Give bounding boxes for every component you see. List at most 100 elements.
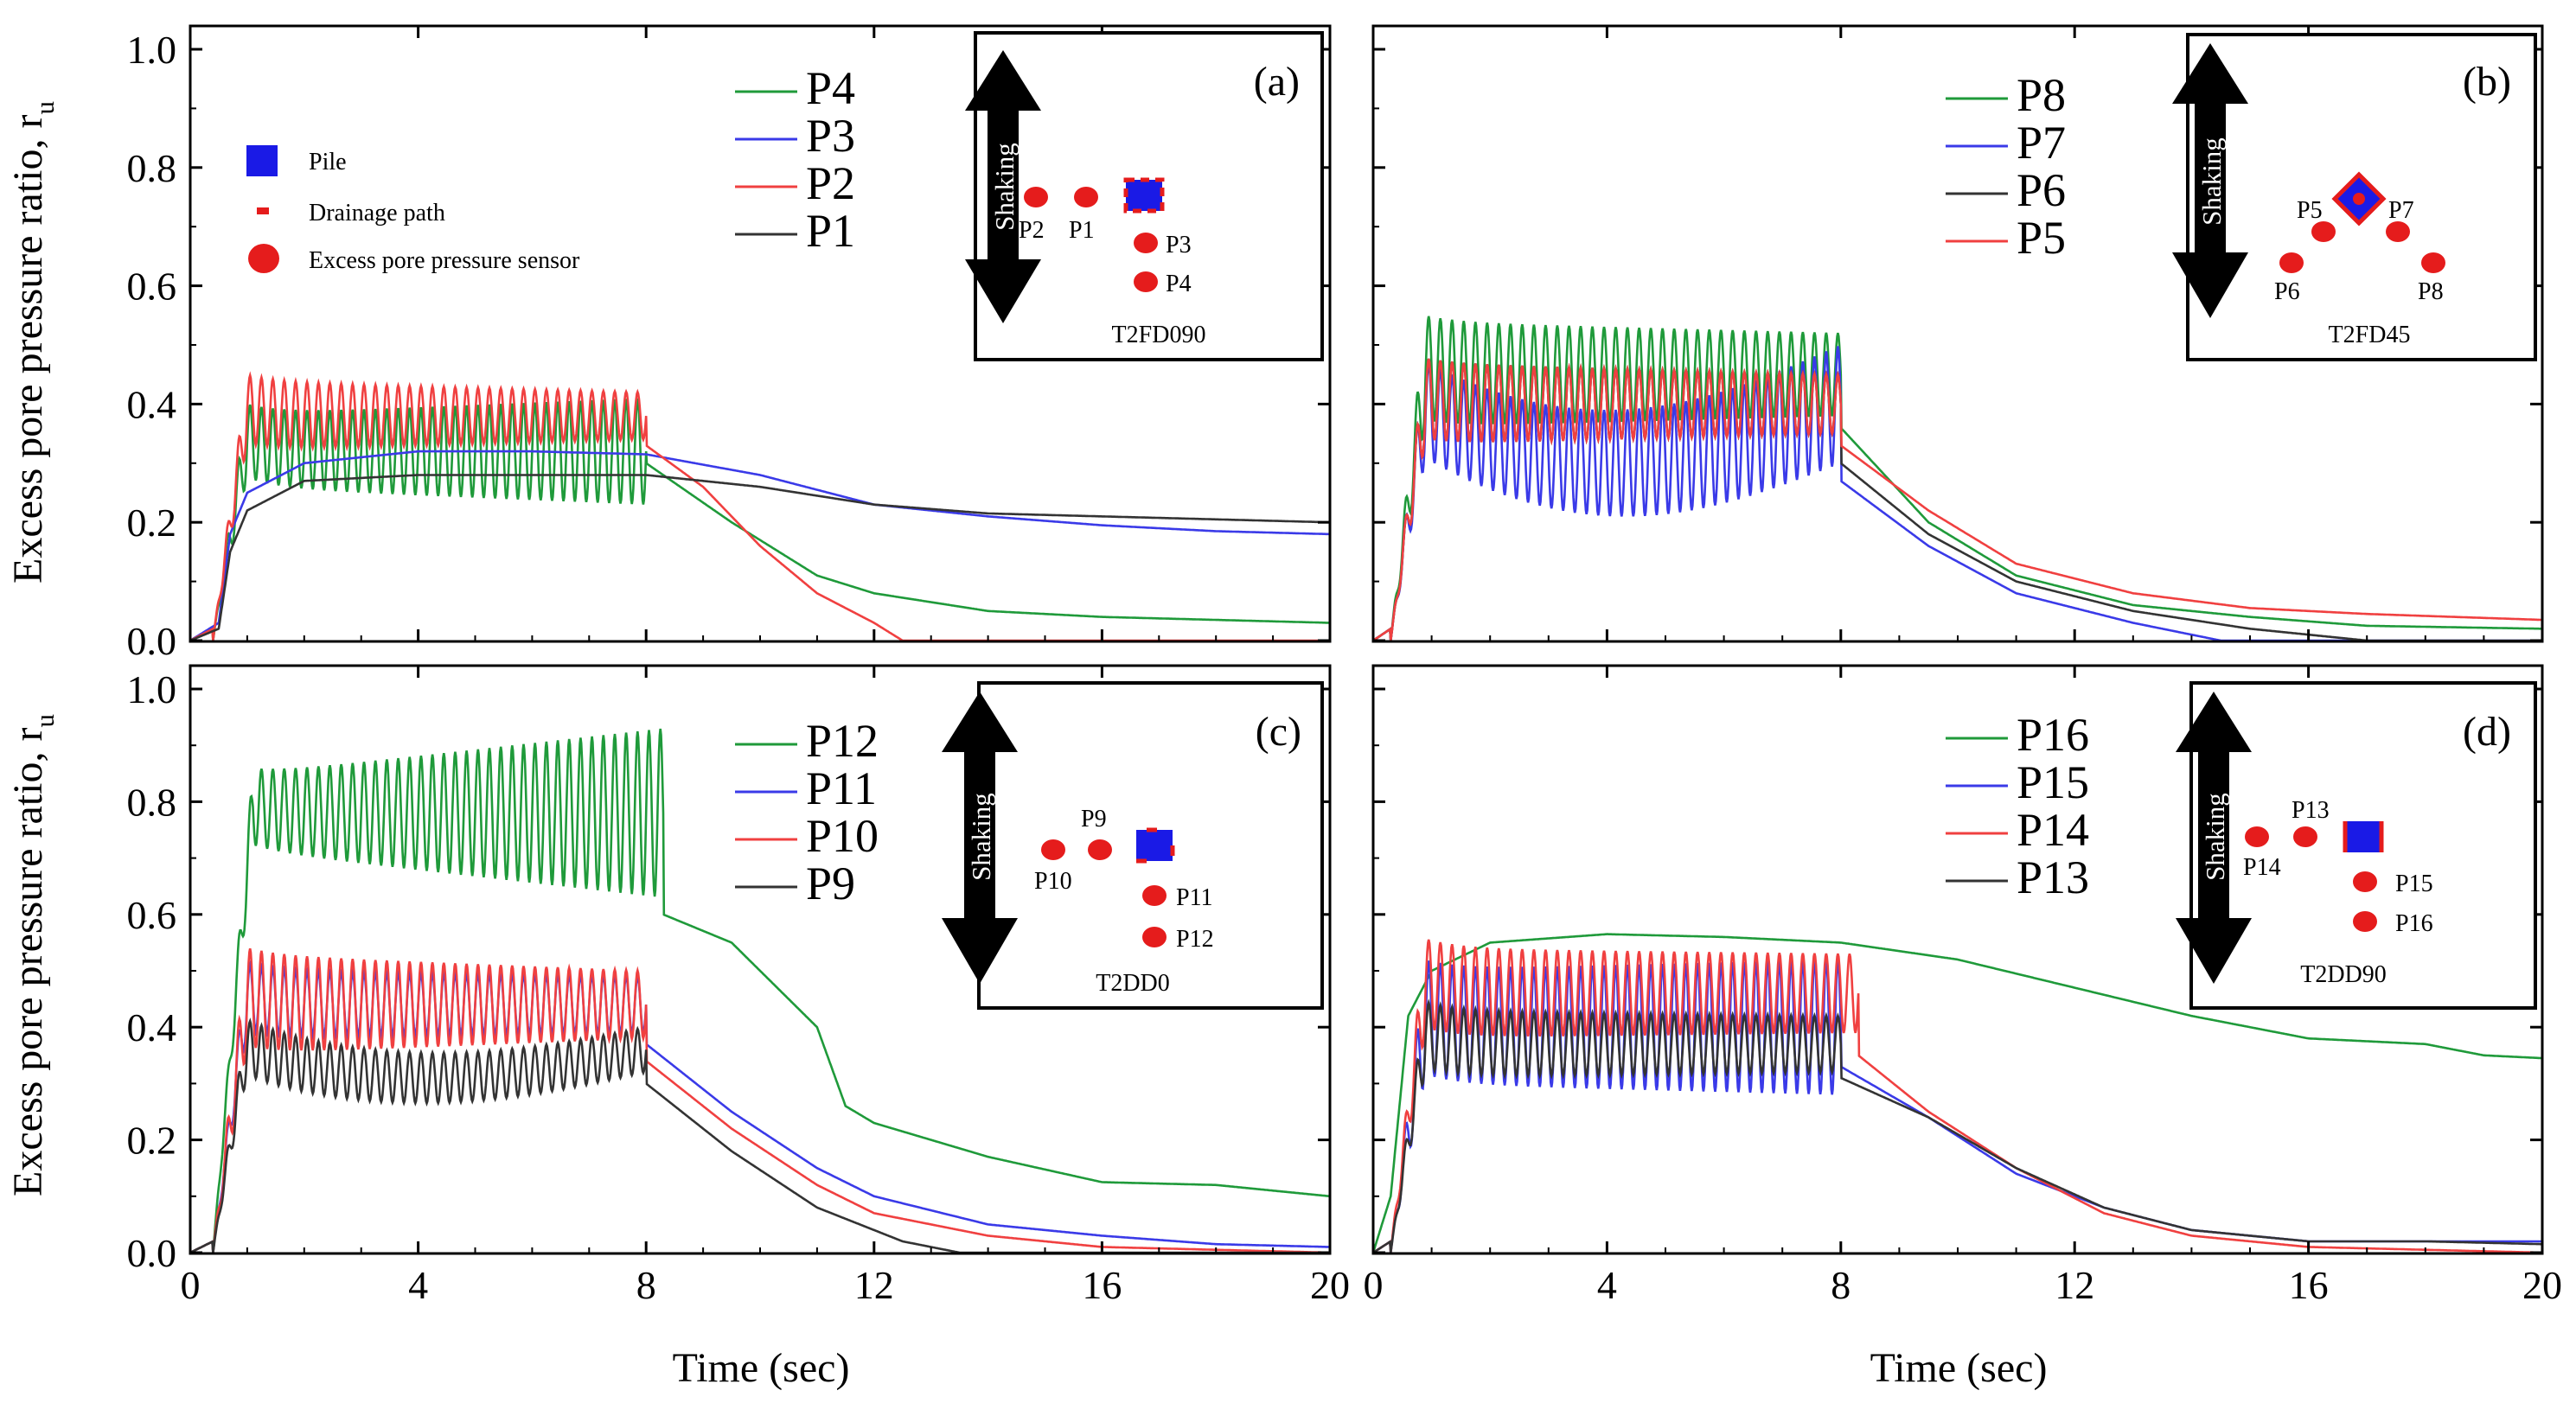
pile-icon (1134, 827, 1175, 864)
x-tick-label: 16 (1082, 1263, 1122, 1307)
sensor-icon (2245, 826, 2269, 847)
inset-c: Shaking (c) P9 P10 P11 P12 T2DD0 (942, 681, 1324, 1010)
y-tick-label: 0.8 (127, 780, 177, 824)
series-lines (1373, 933, 2542, 1253)
sensor-label: P8 (2418, 278, 2444, 305)
series-line-p12 (190, 728, 1330, 1253)
y-tick-label: 0.0 (127, 1231, 177, 1275)
sensor-icon (2421, 252, 2445, 273)
xlabel-right: Time (sec) (1870, 1345, 2048, 1391)
sensor-icon (1142, 927, 1167, 947)
legend-label: P6 (2017, 164, 2066, 216)
legend-label: P14 (2017, 804, 2089, 856)
inset-d: Shaking (d) P13 P14 P15 P16 T2DD90 (2176, 681, 2537, 1010)
svg-text:Excess pore pressure ratio, ru: Excess pore pressure ratio, ru (5, 101, 60, 584)
sensor-label: P2 (1019, 217, 1045, 244)
legend-label: P3 (806, 110, 855, 162)
series-line-p10 (190, 947, 1330, 1253)
series-line-p3 (190, 450, 1330, 641)
sensor-label: P14 (2243, 854, 2281, 881)
legend-sensor: Excess pore pressure sensor (309, 247, 580, 274)
x-tick-label: 20 (2522, 1263, 2562, 1307)
legend-label: P13 (2017, 852, 2089, 903)
pile-icon (246, 145, 278, 176)
y-tick-label: 0.6 (127, 893, 177, 937)
sensor-label: P6 (2274, 278, 2300, 305)
sensor-icon (1024, 187, 1048, 207)
y-tick-label: 1.0 (127, 28, 177, 72)
shaking-arrow-icon (2172, 43, 2248, 318)
shaking-label: Shaking (966, 793, 996, 881)
shaking-arrow-icon (942, 692, 1018, 984)
shaking-arrow-icon (2176, 692, 2252, 984)
ylabel-bottom: Excess pore pressure ratio, ru (5, 714, 60, 1196)
shaking-label: Shaking (2200, 793, 2230, 881)
x-tick-label: 8 (636, 1263, 656, 1307)
x-tick-label: 12 (854, 1263, 894, 1307)
sensor-label: P3 (1166, 232, 1192, 258)
series-line-p9 (190, 1017, 1330, 1253)
sensor-label: P9 (1081, 806, 1107, 832)
test-name: T2DD0 (1096, 970, 1170, 997)
shaking-arrow-icon (965, 50, 1041, 323)
legend-label: P1 (806, 205, 855, 257)
series-lines (190, 371, 1330, 641)
legend-label: P4 (806, 62, 855, 114)
legend-label: P11 (806, 762, 877, 814)
sensor-icon (1142, 885, 1167, 906)
sensor-icon (1134, 271, 1158, 292)
panel-label: (d) (2463, 709, 2511, 755)
pile-icon (2331, 171, 2387, 226)
x-tick-label: 0 (1364, 1263, 1384, 1307)
legend-label: P16 (2017, 709, 2089, 761)
x-tick-label: 0 (181, 1263, 201, 1307)
svg-text:Excess pore pressure ratio, ru: Excess pore pressure ratio, ru (5, 714, 60, 1196)
sensor-label: P5 (2297, 197, 2323, 224)
xlabel-left: Time (sec) (673, 1345, 850, 1391)
panel-label: (b) (2463, 59, 2511, 105)
y-tick-label: 0.4 (127, 382, 177, 426)
sensor-icon (1041, 839, 1065, 860)
legend-pile: Pile (309, 149, 347, 175)
y-tick-label: 0.0 (127, 619, 177, 663)
sensor-label: P1 (1069, 217, 1095, 244)
sensor-icon (1074, 187, 1098, 207)
x-tick-label: 8 (1831, 1263, 1851, 1307)
sensor-label: P11 (1176, 884, 1213, 911)
inset-b: Shaking (b) P5 P7 P6 P8 T2FD45 (2172, 33, 2537, 361)
x-tick-label: 4 (408, 1263, 428, 1307)
sensor-icon (2311, 221, 2336, 242)
panel-label: (c) (1256, 709, 1301, 755)
x-tick-label: 4 (1597, 1263, 1617, 1307)
y-tick-label: 0.2 (127, 501, 177, 545)
legend-label: P12 (806, 715, 879, 767)
test-name: T2FD090 (1112, 322, 1206, 348)
series-line-p1 (190, 474, 1330, 641)
sensor-label: P7 (2388, 197, 2414, 224)
sensor-icon (248, 244, 279, 273)
y-tick-label: 1.0 (127, 667, 177, 711)
panel-label: (a) (1254, 59, 1300, 105)
pile-icon (2343, 819, 2384, 855)
legend-label: P9 (806, 858, 855, 909)
sensor-label: P12 (1176, 926, 1214, 953)
legend-label: P15 (2017, 756, 2089, 808)
sensor-icon (2279, 252, 2304, 273)
sensor-label: P13 (2292, 797, 2330, 824)
y-tick-label: 0.8 (127, 146, 177, 190)
legend-label: P7 (2017, 117, 2066, 169)
series-line-p5 (1373, 358, 2542, 641)
ylabel-top: Excess pore pressure ratio, ru (5, 101, 60, 584)
pile-icon (1123, 177, 1165, 214)
test-name: T2DD90 (2300, 961, 2387, 988)
series-line-p14 (1373, 939, 2542, 1253)
x-tick-label: 20 (1310, 1263, 1350, 1307)
series-line-p4 (190, 398, 1330, 641)
